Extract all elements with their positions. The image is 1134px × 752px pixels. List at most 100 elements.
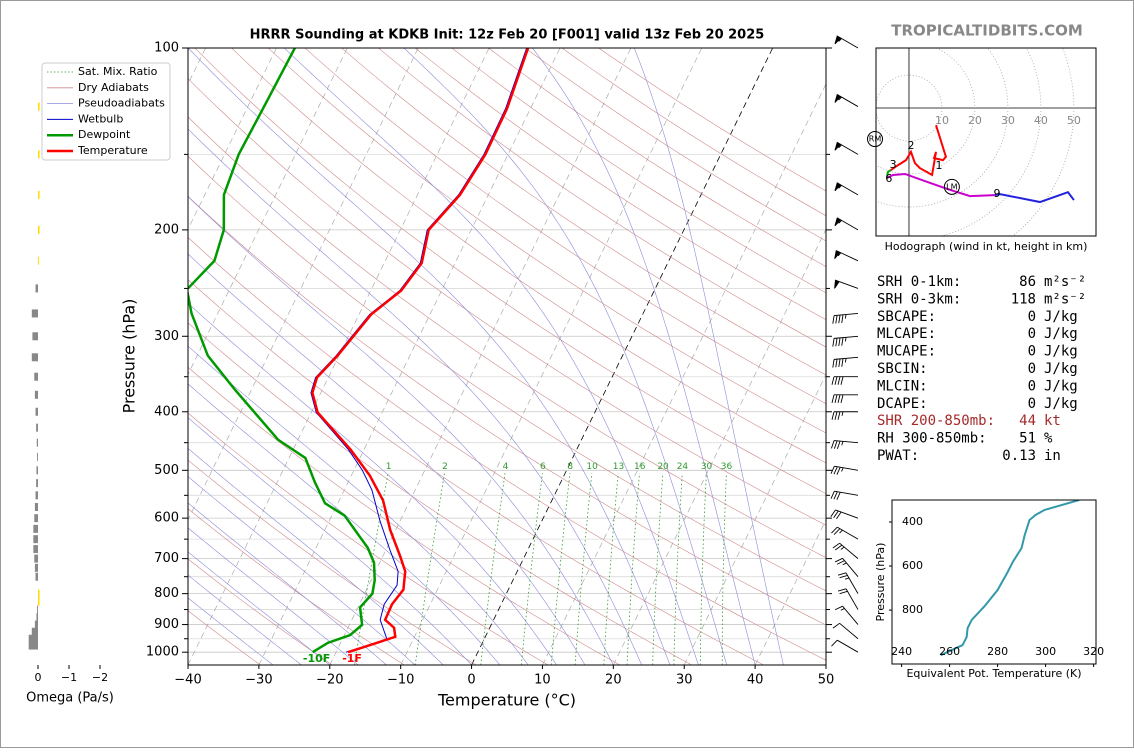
dry-adiabat — [598, 48, 826, 192]
x-tick-label: 0 — [467, 673, 475, 688]
wind-barb — [830, 465, 859, 475]
legend-label: Sat. Mix. Ratio — [78, 65, 158, 78]
index-label: SHR 200-850mb: — [877, 413, 995, 429]
omega-bar — [34, 514, 38, 523]
wind-barb — [834, 217, 859, 231]
thetae-x-tick-label: 300 — [1035, 645, 1056, 658]
legend-label: Wetbulb — [78, 112, 123, 125]
wind-barb — [834, 93, 859, 107]
wind-barbs — [830, 35, 859, 653]
index-unit: % — [1044, 431, 1053, 447]
dry-adiabat — [488, 48, 826, 267]
pseudoadiabat — [284, 48, 699, 665]
mixing-ratio-label: 4 — [503, 462, 509, 472]
surface-label: -1F — [342, 652, 362, 665]
wind-barb — [834, 279, 859, 289]
omega-bar — [34, 390, 38, 399]
omega-bar — [38, 102, 40, 111]
omega-bar — [38, 589, 40, 598]
thetae-y-tick-label: 800 — [902, 603, 923, 616]
pseudoadiabat — [188, 128, 642, 665]
isotherm — [400, 48, 703, 665]
x-tick-label: 40 — [747, 673, 764, 688]
mixing-ratio-label: 8 — [567, 462, 573, 472]
mixing-ratio-label: 13 — [613, 462, 624, 472]
dry-adiabat — [341, 48, 826, 376]
legend-label: Pseudoadiabats — [78, 97, 165, 110]
omega-panel: 0 −1 −2 — [28, 102, 108, 684]
dry-adiabat — [188, 116, 826, 558]
omega-bar — [31, 353, 38, 362]
hodo-frame — [875, 47, 1097, 237]
storm-motion — [867, 131, 884, 148]
isotherm — [471, 48, 774, 665]
y-tick-label: 900 — [154, 617, 179, 632]
omega-tick-label: −1 — [61, 671, 77, 684]
hodograph-plot — [876, 48, 1096, 236]
y-axis-label: Pressure (hPa) — [120, 299, 139, 414]
index-value: 0 — [1028, 309, 1036, 325]
omega-bar — [36, 438, 38, 447]
wind-barb — [831, 394, 858, 403]
thetae-y-tick-label: 400 — [902, 515, 923, 528]
hodo-ring-label: 40 — [1034, 114, 1048, 127]
y-tick-label: 400 — [154, 404, 179, 419]
omega-bar — [38, 597, 40, 606]
index-unit: m²s⁻² — [1044, 274, 1086, 290]
index-value: 0.13 — [1002, 448, 1036, 464]
thetae-line — [940, 500, 1080, 657]
omega-bar — [34, 372, 38, 381]
dry-adiabat — [188, 279, 764, 665]
x-tick-label: −30 — [245, 673, 272, 688]
y-tick-label: 1000 — [146, 645, 179, 660]
index-unit: J/kg — [1044, 309, 1078, 325]
omega-tick-label: 0 — [35, 671, 42, 684]
pseudoadiabat — [633, 48, 784, 665]
dry-adiabat — [268, 48, 826, 434]
index-value: 118 — [1011, 291, 1036, 307]
dry-adiabat — [415, 48, 826, 320]
dry-adiabat — [188, 78, 826, 526]
x-tick-label: 50 — [818, 673, 835, 688]
pseudoadiabat — [188, 417, 472, 665]
mixing-ratio-line — [520, 473, 543, 665]
hodo-trace — [994, 190, 1075, 204]
index-label: MUCAPE: — [877, 344, 936, 360]
y-tick-label: 500 — [154, 463, 179, 478]
dry-adiabat — [561, 48, 826, 217]
pseudoadiabat — [403, 48, 728, 665]
omega-bar — [31, 309, 38, 318]
omega-bar — [38, 256, 39, 265]
index-value: 51 — [1019, 431, 1036, 447]
hodo-trace — [885, 169, 892, 179]
hodo-ring-label: 10 — [935, 114, 949, 127]
index-value: 0 — [1028, 344, 1036, 360]
omega-bar — [38, 190, 40, 199]
index-value: 0 — [1028, 396, 1036, 412]
x-tick-label: 20 — [605, 673, 622, 688]
wind-barb — [831, 376, 858, 385]
omega-bar — [28, 641, 38, 650]
hodograph-caption: Hodograph (wind in kt, height in km) — [885, 240, 1088, 253]
thetae-frame — [891, 499, 1097, 665]
index-unit: J/kg — [1044, 326, 1078, 342]
storm-motion-label: LM — [946, 182, 957, 191]
index-unit: kt — [1044, 413, 1061, 429]
profile-line — [188, 48, 376, 654]
mixing-ratio-label: 24 — [677, 462, 689, 472]
hodo-ring — [1012, 48, 1075, 236]
mixing-ratio-label: 16 — [634, 462, 646, 472]
index-unit: m²s⁻² — [1044, 291, 1086, 307]
omega-bar — [35, 491, 38, 500]
pseudoadiabat — [188, 574, 302, 665]
hodograph-axes: 10 20 30 40 50 1 236 9 RM LM — [867, 47, 1097, 237]
omega-bar — [34, 502, 38, 511]
wind-barb — [837, 588, 859, 610]
x-tick-label: 10 — [534, 673, 551, 688]
dry-adiabat — [188, 322, 692, 665]
mixing-ratio-line — [652, 473, 664, 665]
dry-adiabat — [304, 48, 826, 404]
omega-bar — [36, 479, 38, 488]
